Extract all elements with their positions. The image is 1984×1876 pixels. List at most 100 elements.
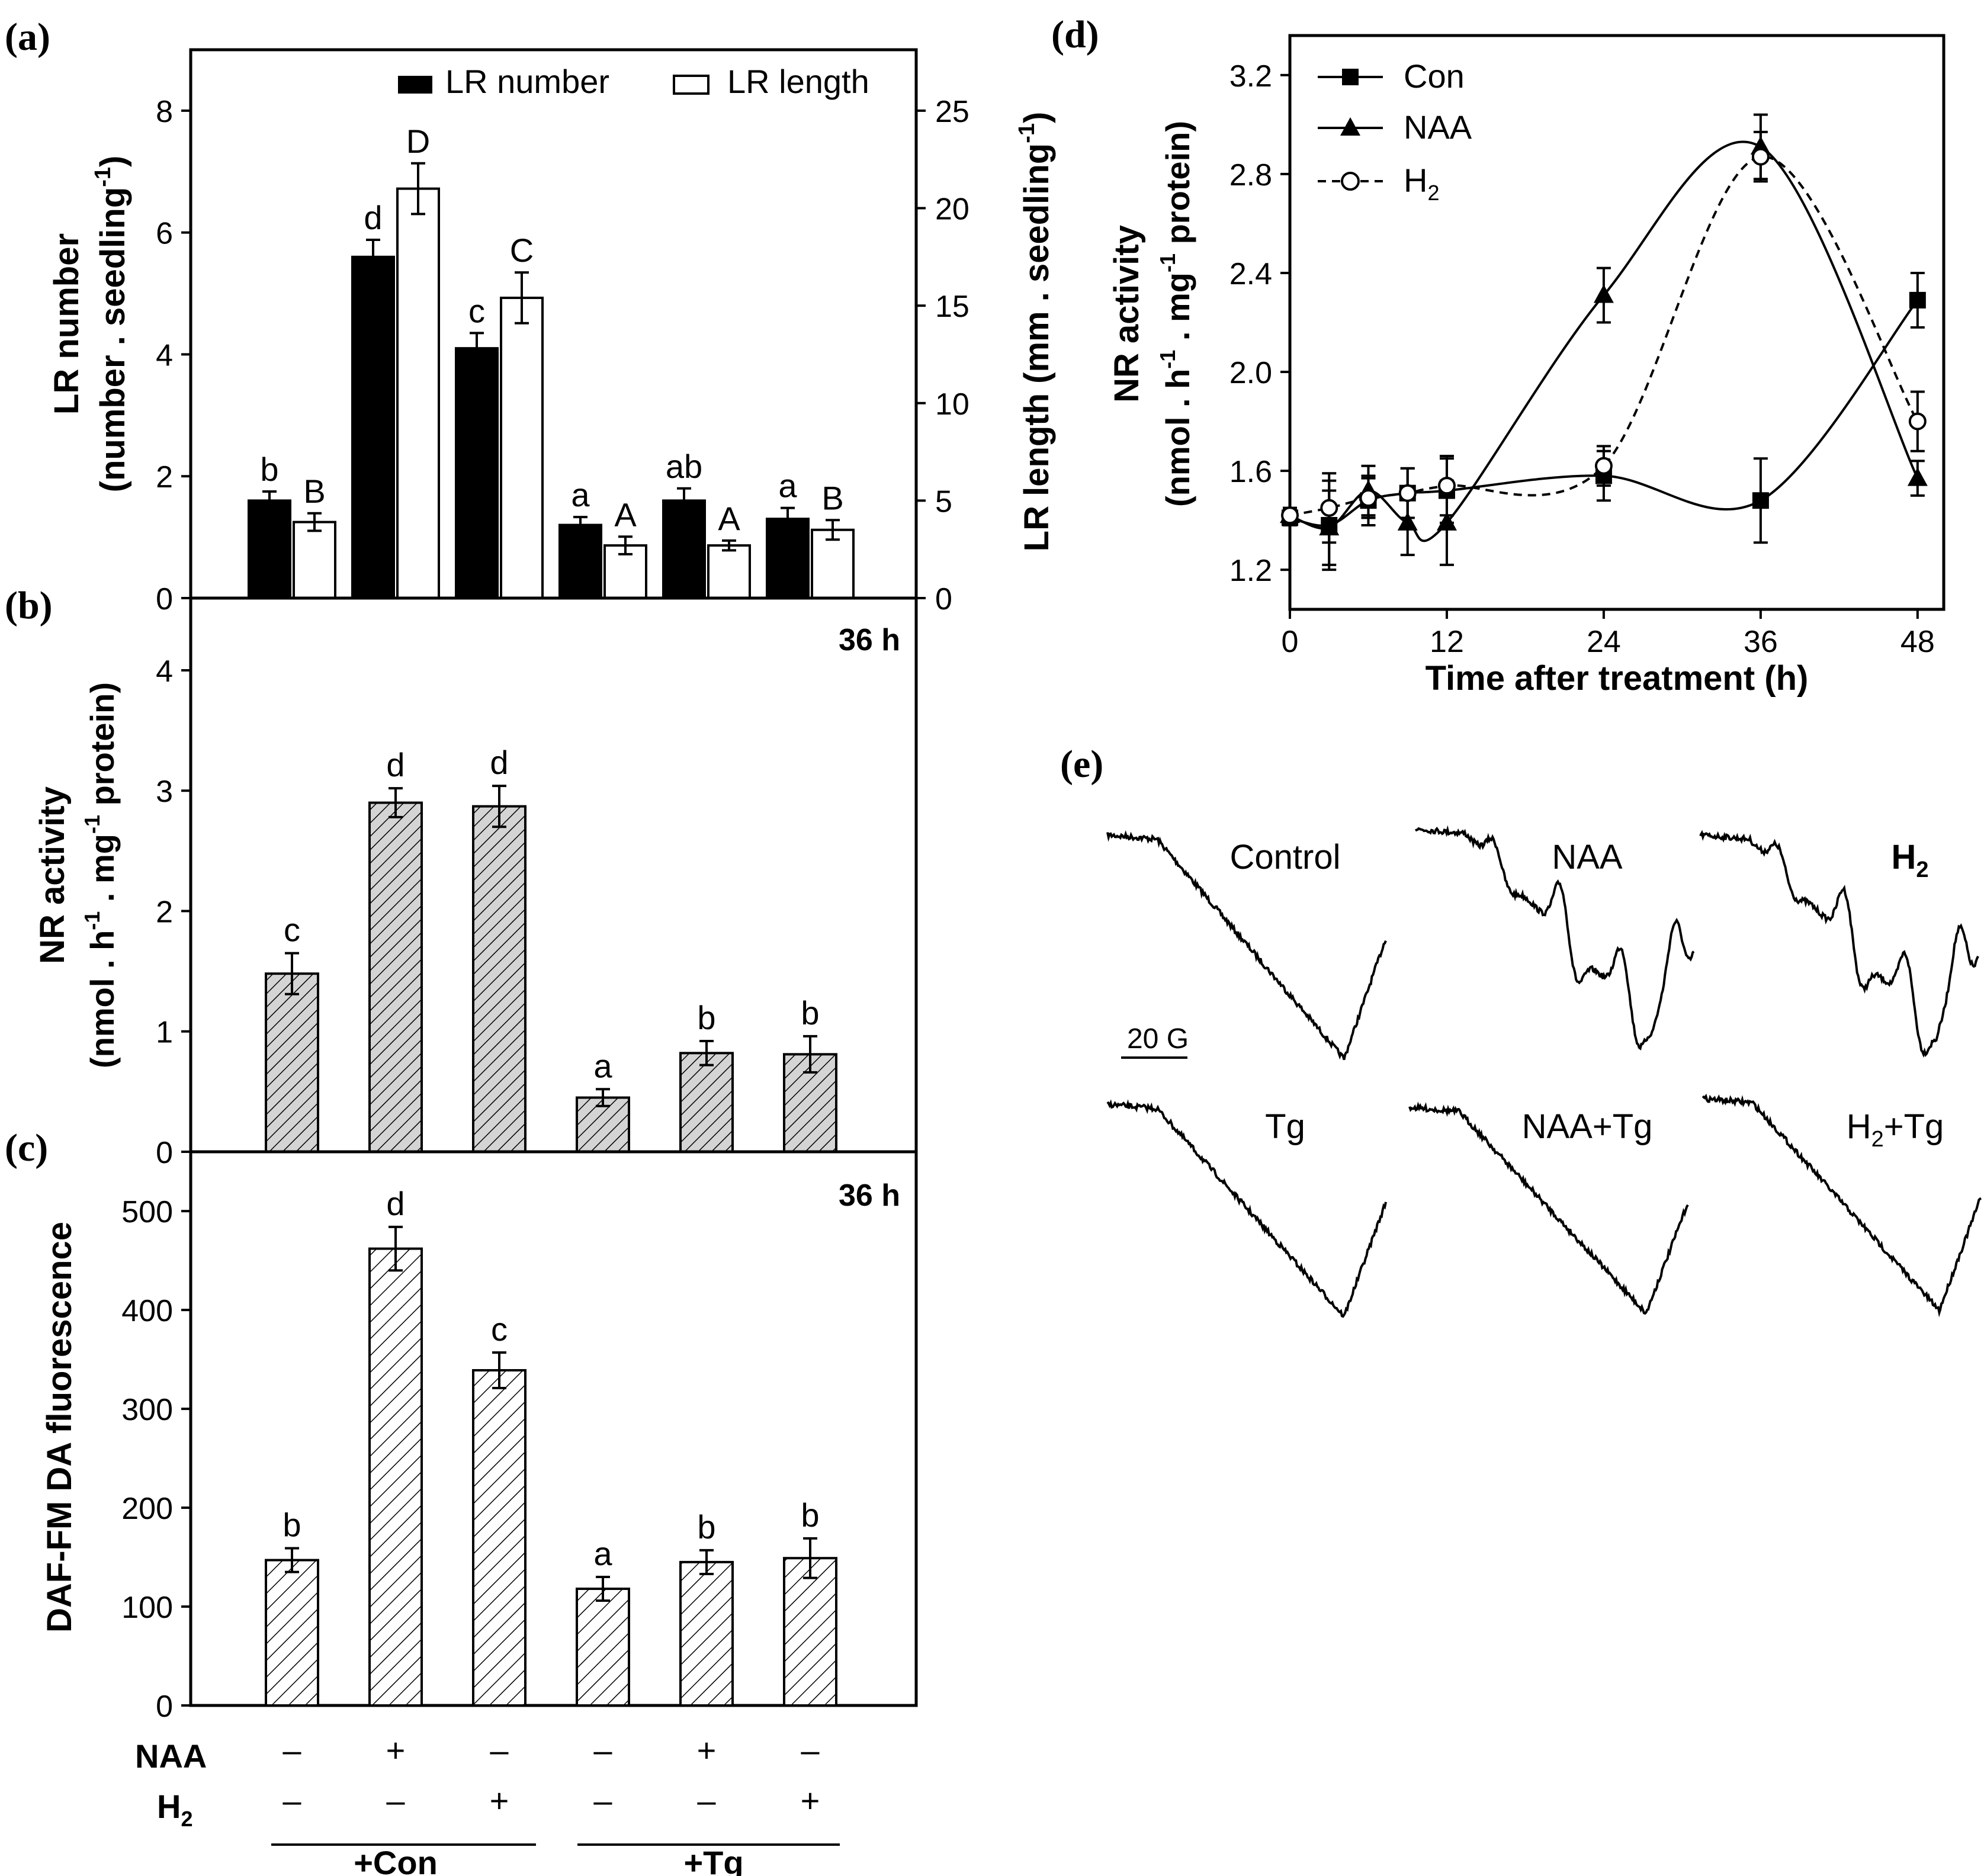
legend-marker-h2 — [1341, 172, 1360, 191]
panel-e-epr-spectra: Control NAA H2 Tg NAA+Tg H2+Tg 20 G — [1106, 825, 1982, 1318]
daf-errorbar — [285, 1547, 299, 1573]
epr-trace-h2-tg — [1702, 1093, 1982, 1318]
nr-letter: c — [284, 911, 300, 949]
lr-number-bar — [662, 499, 706, 600]
lr-length-bar — [396, 187, 440, 599]
daf-ytick-label: 100 — [121, 1591, 173, 1625]
h2-sign: + — [490, 1782, 509, 1819]
lr-length-errorbar — [411, 162, 425, 216]
lr-length-errorbar — [618, 535, 633, 555]
a-y2tick-label: 15 — [935, 290, 969, 324]
panel-c-chart: 0 100 200 300 400 500 b d c a b b 36 h DAF-FM DA f… — [40, 1150, 918, 1724]
lr-number-errorbar — [366, 239, 380, 275]
epr-trace-tg — [1106, 1099, 1387, 1318]
panel-b-ylabel-line2: (nmol . h-1 . mg-1 protein) — [80, 682, 121, 1068]
h2-point — [1359, 489, 1378, 507]
panel-a-right-axis: 0 5 10 15 20 25 — [916, 95, 969, 616]
group-label-tg: +Tg — [683, 1844, 743, 1876]
panel-label-a: (a) — [5, 15, 50, 59]
nr-errorbar — [596, 1088, 610, 1107]
panel-b-y-axis: 0 1 2 3 4 — [156, 654, 191, 1170]
panel-b-ylabel-line1: NR activity — [33, 786, 72, 964]
con-point — [1909, 291, 1926, 309]
lr-length-letter: D — [406, 123, 430, 160]
d-xtick-label: 36 — [1744, 625, 1778, 659]
lr-number-bar — [455, 347, 499, 600]
panel-b-annotation: 36 h — [839, 623, 900, 657]
legend-label-h2: H2 — [1404, 162, 1439, 205]
nr-bar — [679, 1052, 734, 1153]
nr-ytick-label: 3 — [156, 775, 173, 809]
daf-ytick-label: 400 — [121, 1294, 173, 1328]
epr-label-tg: Tg — [1265, 1107, 1305, 1146]
daf-letter: d — [386, 1185, 404, 1222]
naa-signs-row: – + – – + – — [282, 1732, 820, 1769]
epr-trace-h2 — [1699, 830, 1979, 1058]
lr-length-letter: A — [718, 500, 740, 537]
panel-c-ylabel: DAF-FM DA fluorescence — [40, 1222, 79, 1633]
nr-errorbar — [389, 787, 403, 818]
lr-length-errorbar — [515, 271, 529, 325]
a-ytick-label: 2 — [156, 460, 173, 494]
h2-point — [1398, 484, 1417, 502]
nr-letter: a — [593, 1047, 612, 1084]
daf-ytick-label: 0 — [156, 1689, 173, 1724]
nr-bar — [265, 972, 319, 1154]
lr-number-letter: a — [778, 467, 797, 505]
panel-d-axes: 0 12 24 36 48 1.2 1.6 2.0 2.4 2.8 3.2 — [1229, 59, 1935, 659]
d-ytick-label: 2.0 — [1229, 356, 1272, 390]
daf-bar — [679, 1560, 734, 1707]
naa-point — [1397, 512, 1418, 531]
panel-c-bars: b d c a b b — [265, 1185, 837, 1707]
panel-label-e: (e) — [1060, 743, 1103, 786]
daf-letter: b — [697, 1508, 715, 1546]
daf-letter: b — [801, 1496, 819, 1534]
h2-point — [1320, 499, 1338, 517]
lr-number-errorbar — [262, 490, 277, 511]
d-ytick-label: 3.2 — [1229, 59, 1272, 94]
epr-trace-naa-tg — [1408, 1101, 1689, 1315]
nr-letter: b — [801, 994, 819, 1032]
h2-point — [1437, 477, 1456, 495]
group-label-con: +Con — [354, 1844, 438, 1876]
daf-errorbar — [492, 1351, 506, 1390]
panel-b-bars: c d d a b b — [265, 744, 837, 1154]
panel-d-xlabel: Time after treatment (h) — [1426, 659, 1809, 698]
h2-point — [1751, 147, 1770, 166]
daf-ytick-label: 300 — [121, 1393, 173, 1427]
nr-ytick-label: 1 — [156, 1016, 173, 1050]
a-ytick-label: 8 — [156, 95, 173, 129]
lr-length-letter: B — [303, 473, 325, 510]
a-ytick-label: 0 — [156, 582, 173, 616]
lr-length-bar — [811, 528, 855, 600]
lr-number-errorbar — [781, 506, 795, 531]
daf-bar — [368, 1247, 423, 1707]
panel-c-y-axis: 0 100 200 300 400 500 — [121, 1195, 191, 1724]
nr-bar — [368, 801, 423, 1153]
d-ytick-label: 2.8 — [1229, 158, 1272, 192]
nr-errorbar — [803, 1035, 817, 1074]
lr-number-letter: d — [364, 199, 382, 236]
lr-length-bar — [707, 544, 751, 599]
naa-point — [1907, 467, 1928, 486]
d-xtick-label: 0 — [1282, 625, 1299, 659]
daf-errorbar — [699, 1549, 714, 1575]
line-con — [1289, 299, 1919, 527]
daf-errorbar — [803, 1537, 817, 1579]
nr-letter: b — [697, 999, 715, 1036]
epr-label-control: Control — [1230, 838, 1341, 876]
epr-label-naa-tg: NAA+Tg — [1522, 1107, 1653, 1146]
daf-bar — [265, 1559, 319, 1707]
lr-number-letter: a — [571, 476, 590, 513]
lr-number-letter: b — [260, 451, 278, 488]
legend-label-naa: NAA — [1404, 108, 1472, 146]
nr-letter: d — [490, 744, 508, 781]
lr-number-bar — [766, 518, 810, 599]
lr-number-letter: ab — [666, 448, 702, 485]
panel-c-frame — [189, 1150, 918, 1707]
nr-errorbar — [285, 952, 299, 995]
h2-point — [1281, 506, 1299, 525]
nr-ytick-label: 0 — [156, 1136, 173, 1170]
